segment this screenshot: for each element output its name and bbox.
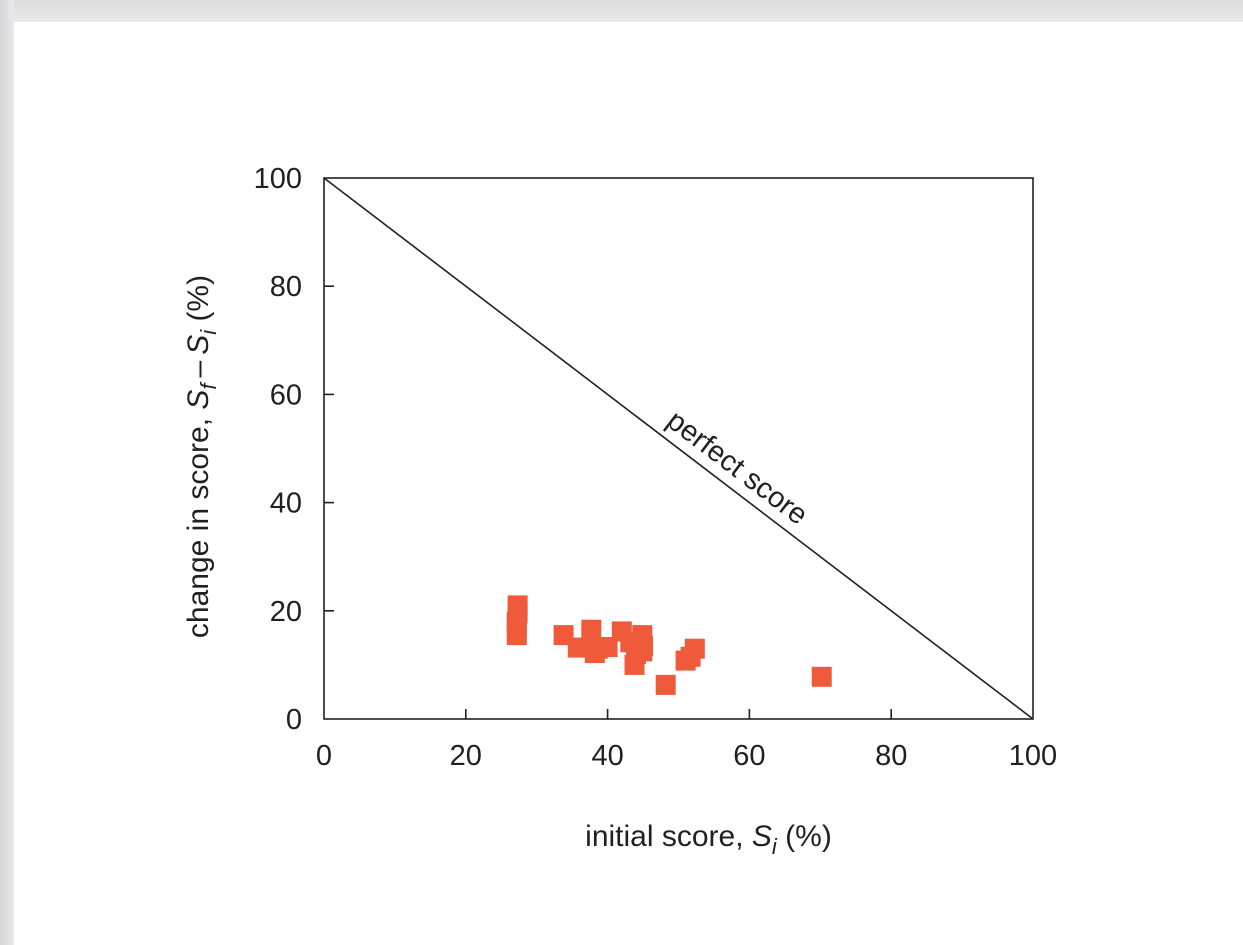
data-point [684,638,705,659]
y-tick-label: 80 [270,271,302,303]
data-point [811,666,832,687]
perfect-score-line [323,177,1034,720]
x-axis-label-var: S [752,820,772,853]
y-axis-label-var1: S [182,390,215,410]
data-points [506,595,832,695]
data-point [632,641,653,662]
data-point [597,637,618,657]
data-point [581,619,602,640]
y-tick-label: 20 [270,596,302,628]
x-tick-label: 0 [316,740,332,772]
x-tick-label: 20 [450,740,482,772]
y-axis-label-minus: – [182,355,215,384]
perfect-score-label: perfect score [661,404,814,531]
x-tick-label: 60 [733,740,765,772]
y-axis-label-suffix: (%) [182,275,215,330]
y-tick-label: 60 [270,379,302,411]
data-point [506,625,527,646]
figure-panel [14,22,1243,945]
y-axis-label-sub1: f [196,381,221,390]
y-tick-label: 100 [254,163,302,195]
y-axis-label-sub2: i [196,329,221,335]
y-axis-label-var2: S [182,335,215,355]
y-tick-label: 0 [286,704,302,736]
x-axis-ticks: 0 20 40 60 80 100 [316,709,1057,772]
x-tick-label: 80 [875,740,907,772]
x-axis-label-subscript: i [772,834,778,859]
data-point [655,674,676,695]
x-axis-label-prefix: initial score, [585,820,752,853]
x-tick-label: 40 [591,740,623,772]
y-tick-label: 40 [270,488,302,520]
y-axis-label-prefix: change in score, [182,410,215,638]
window-top-bar [0,0,1243,22]
y-axis-ticks: 0 20 40 60 80 100 [254,163,334,736]
plot-area-frame [323,177,1034,720]
window-left-edge [0,0,14,945]
data-point [567,637,588,658]
y-axis-label: change in score, Sf – Si (%) [182,275,221,638]
x-axis-label: initial score, Si (%) [585,820,832,859]
x-axis-label-suffix: (%) [777,820,832,853]
x-tick-label: 100 [1009,740,1057,772]
